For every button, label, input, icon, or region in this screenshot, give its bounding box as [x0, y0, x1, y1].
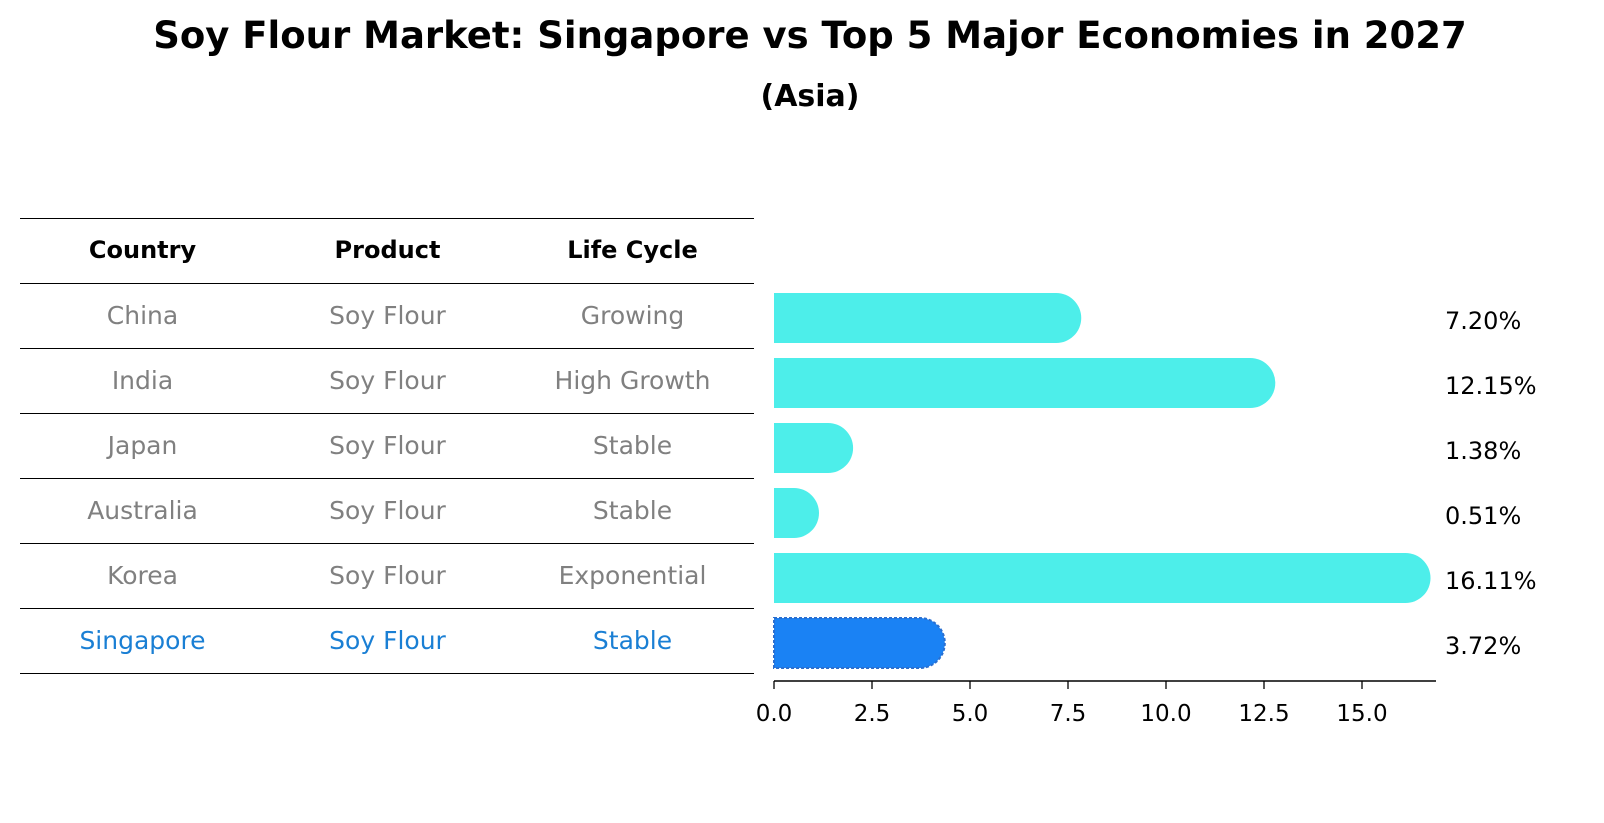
- life-cycle-cell: High Growth: [554, 366, 711, 395]
- country-cell: Korea: [107, 561, 178, 590]
- column-header-country: Country: [88, 236, 197, 264]
- column-header-life-cycle: Life Cycle: [567, 236, 698, 264]
- table-row: Korea Soy Flour Exponential: [20, 543, 754, 608]
- bar-china: [774, 293, 1082, 343]
- x-tick-label: 15.0: [1336, 701, 1387, 727]
- value-label: 7.20%: [1445, 307, 1521, 335]
- table-row-highlighted: Singapore Soy Flour Stable: [20, 608, 754, 674]
- country-cell: China: [106, 301, 179, 330]
- x-tick-label: 2.5: [854, 701, 891, 727]
- value-label: 0.51%: [1445, 502, 1521, 530]
- product-cell: Soy Flour: [329, 561, 446, 590]
- product-cell: Soy Flour: [329, 301, 446, 330]
- x-tick-label: 0.0: [756, 701, 793, 727]
- column-header-product: Product: [334, 236, 441, 264]
- value-label: 16.11%: [1445, 567, 1537, 595]
- product-cell: Soy Flour: [329, 496, 446, 525]
- value-label: 12.15%: [1445, 372, 1537, 400]
- country-cell: Japan: [107, 431, 178, 460]
- life-cycle-cell: Exponential: [558, 561, 707, 590]
- product-cell: Soy Flour: [329, 431, 446, 460]
- country-table: Country Product Life Cycle China Soy Flo…: [20, 218, 754, 674]
- country-cell: Singapore: [79, 626, 206, 655]
- bar-korea: [774, 553, 1431, 603]
- country-cell: India: [111, 366, 174, 395]
- bar-australia: [774, 488, 819, 538]
- bar-india: [774, 358, 1276, 408]
- product-cell: Soy Flour: [329, 626, 446, 655]
- x-tick-label: 12.5: [1238, 701, 1289, 727]
- life-cycle-cell: Stable: [592, 626, 673, 655]
- x-tick-label: 5.0: [952, 701, 989, 727]
- chart-title: Soy Flour Market: Singapore vs Top 5 Maj…: [153, 14, 1467, 57]
- table-row: China Soy Flour Growing: [20, 283, 754, 348]
- life-cycle-cell: Stable: [592, 496, 673, 525]
- table-row: India Soy Flour High Growth: [20, 348, 754, 413]
- x-tick-label: 7.5: [1050, 701, 1087, 727]
- bar-japan: [774, 423, 854, 473]
- chart-subtitle: (Asia): [760, 79, 860, 114]
- life-cycle-cell: Growing: [580, 301, 685, 330]
- table-row: Japan Soy Flour Stable: [20, 413, 754, 478]
- country-cell: Australia: [87, 496, 198, 525]
- value-label: 3.72%: [1445, 632, 1521, 660]
- bar-singapore: [773, 617, 946, 669]
- x-tick-label: 10.0: [1140, 701, 1191, 727]
- table-header-row: Country Product Life Cycle: [20, 218, 754, 283]
- product-cell: Soy Flour: [329, 366, 446, 395]
- table-row: Australia Soy Flour Stable: [20, 478, 754, 543]
- life-cycle-cell: Stable: [592, 431, 673, 460]
- value-label: 1.38%: [1445, 437, 1521, 465]
